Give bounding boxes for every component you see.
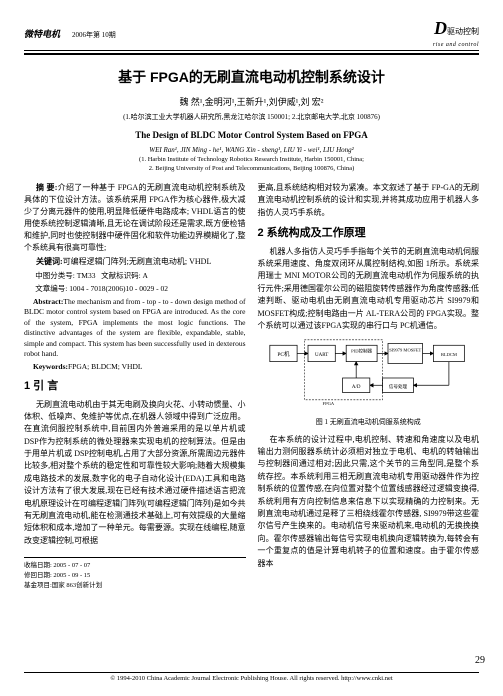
section-2-body-2: 在本系统的设计过程中,电机控制、转速和角速度以及电机输出力测伺服器系统计必须相对… <box>258 434 480 570</box>
keywords-en-text: FPGA; BLDCM; VHDL <box>68 362 142 371</box>
blk-bldcm: BLDCM <box>441 353 457 358</box>
keywords-en-label: Keywords: <box>33 362 68 371</box>
blk-ad: A/D <box>352 385 361 390</box>
figure-1-caption: 图 1 无刷直流电动机伺服系统构成 <box>268 417 468 428</box>
keywords-cn: 关键词:可编程逻辑门阵列;无刷直流电动机; VHDL <box>24 256 246 268</box>
abstract-cn-cont: 更高,且系统结构相对较为紧凑。本文叙述了基于 FP-GA的无刷直流电动机控制系统… <box>258 182 480 219</box>
abstract-en-block: Abstract:The mechanism and from - top - … <box>24 297 246 373</box>
page-number: 29 <box>475 655 485 666</box>
section-label: D驱动控制 rise and control <box>433 18 479 48</box>
header-rule <box>24 53 479 55</box>
blk-sig: 信号处理 <box>389 383 408 390</box>
section-2-heading: 2 系统构成及工作原理 <box>258 225 480 242</box>
abstract-cn-text: 介绍了一种基于 FPGA的无刷直流电动机控制系统及具体的下位设计方法。该系统采用… <box>24 183 246 252</box>
abstract-en-label: Abstract: <box>33 297 63 306</box>
section-1-p1: 无刷直流电动机由于其无电刷及换向火花、小转动惯量、小体积、低噪声、免维护等优点,… <box>24 399 246 548</box>
section-1-body: 无刷直流电动机由于其无电刷及换向火花、小转动惯量、小体积、低噪声、免维护等优点,… <box>24 399 246 548</box>
fund-info: 基金项目:国家 863创新计划 <box>24 581 246 591</box>
section-en: rise and control <box>433 42 479 48</box>
keywords-cn-text: 可编程逻辑门阵列;无刷直流电动机; VHDL <box>63 257 212 266</box>
affiliation-cn: (1.哈尔滨工业大学机器人研究所,黑龙江哈尔滨 150001; 2.北京邮电大学… <box>24 112 479 122</box>
section-cn: 驱动控制 <box>447 27 479 36</box>
blk-uart: UART <box>315 354 328 359</box>
left-column: 摘 要:介绍了一种基于 FPGA的无刷直流电动机控制系统及具体的下位设计方法。该… <box>24 182 246 590</box>
copyright-footer: © 1994-2010 China Academic Journal Elect… <box>24 672 479 682</box>
doc-code: 文献标识码: A <box>101 271 148 280</box>
section-2-p2: 在本系统的设计过程中,电机控制、转速和角速度以及电机输出力测伺服器系统计必须相对… <box>258 434 480 570</box>
abstract-en: Abstract:The mechanism and from - top - … <box>24 297 246 360</box>
affiliation-en-2: 2. Beijing University of Post and Teleco… <box>24 165 479 172</box>
page-header: 微特电机 2006年第 10期 D驱动控制 rise and control <box>24 18 479 51</box>
clc: 中图分类号: TM33 <box>35 271 95 280</box>
issue-info: 2006年第 10期 <box>72 31 116 39</box>
title-cn: 基于 FPGA的无刷直流电动机控制系统设计 <box>24 67 479 87</box>
fpga-label: FPGA <box>323 402 335 407</box>
right-column: 更高,且系统结构相对较为紧凑。本文叙述了基于 FP-GA的无刷直流电动机控制系统… <box>258 182 480 590</box>
affiliation-en-1: (1. Harbin Institute of Technology Robot… <box>24 156 479 163</box>
abstract-cn-cont-text: 更高,且系统结构相对较为紧凑。本文叙述了基于 FP-GA的无刷直流电动机控制系统… <box>258 182 480 219</box>
received-date: 收稿日期: 2005 - 07 - 07 <box>24 561 246 571</box>
footer-dates: 收稿日期: 2005 - 07 - 07 修回日期: 2005 - 09 - 1… <box>24 557 246 590</box>
blk-pc: PC机 <box>278 351 291 359</box>
section-2-body: 机器人多指仿人灵巧手手指每个关节的无刷直流电动机伺服系统采用速度、角度双闭环从属… <box>258 246 480 333</box>
two-column-body: 摘 要:介绍了一种基于 FPGA的无刷直流电动机控制系统及具体的下位设计方法。该… <box>24 182 479 590</box>
journal-name: 微特电机 <box>24 29 60 39</box>
abstract-cn-label: 摘 要: <box>36 183 57 192</box>
figure-1-diagram: PC机 UART PID控制器 SI9979 MOSFET BLDCM <box>268 338 468 427</box>
title-en: The Design of BLDC Motor Control System … <box>24 130 479 140</box>
keywords-cn-label: 关键词: <box>36 257 63 266</box>
section-2-p1: 机器人多指仿人灵巧手手指每个关节的无刷直流电动机伺服系统采用速度、角度双闭环从属… <box>258 246 480 333</box>
keywords-en: Keywords:FPGA; BLDCM; VHDL <box>24 362 246 373</box>
authors-cn: 魏 然¹,金明河¹,王新升¹,刘伊威¹,刘 宏² <box>24 95 479 108</box>
authors-en: WEI Ran¹, JIN Ming - he¹, WANG Xin - she… <box>24 146 479 154</box>
section-1-heading: 1 引 言 <box>24 378 246 395</box>
block-diagram-svg: PC机 UART PID控制器 SI9979 MOSFET BLDCM <box>268 338 468 411</box>
article-id: 文章编号: 1004 - 7018(2006)10 - 0029 - 02 <box>24 283 246 294</box>
blk-drv: SI9979 MOSFET <box>389 348 421 353</box>
clc-code: 中图分类号: TM33 文献标识码: A <box>24 270 246 281</box>
revised-date: 修回日期: 2005 - 09 - 15 <box>24 571 246 581</box>
section-d-icon: D <box>434 18 447 38</box>
abstract-cn: 摘 要:介绍了一种基于 FPGA的无刷直流电动机控制系统及具体的下位设计方法。该… <box>24 182 246 254</box>
blk-pid: PID控制器 <box>351 348 372 355</box>
